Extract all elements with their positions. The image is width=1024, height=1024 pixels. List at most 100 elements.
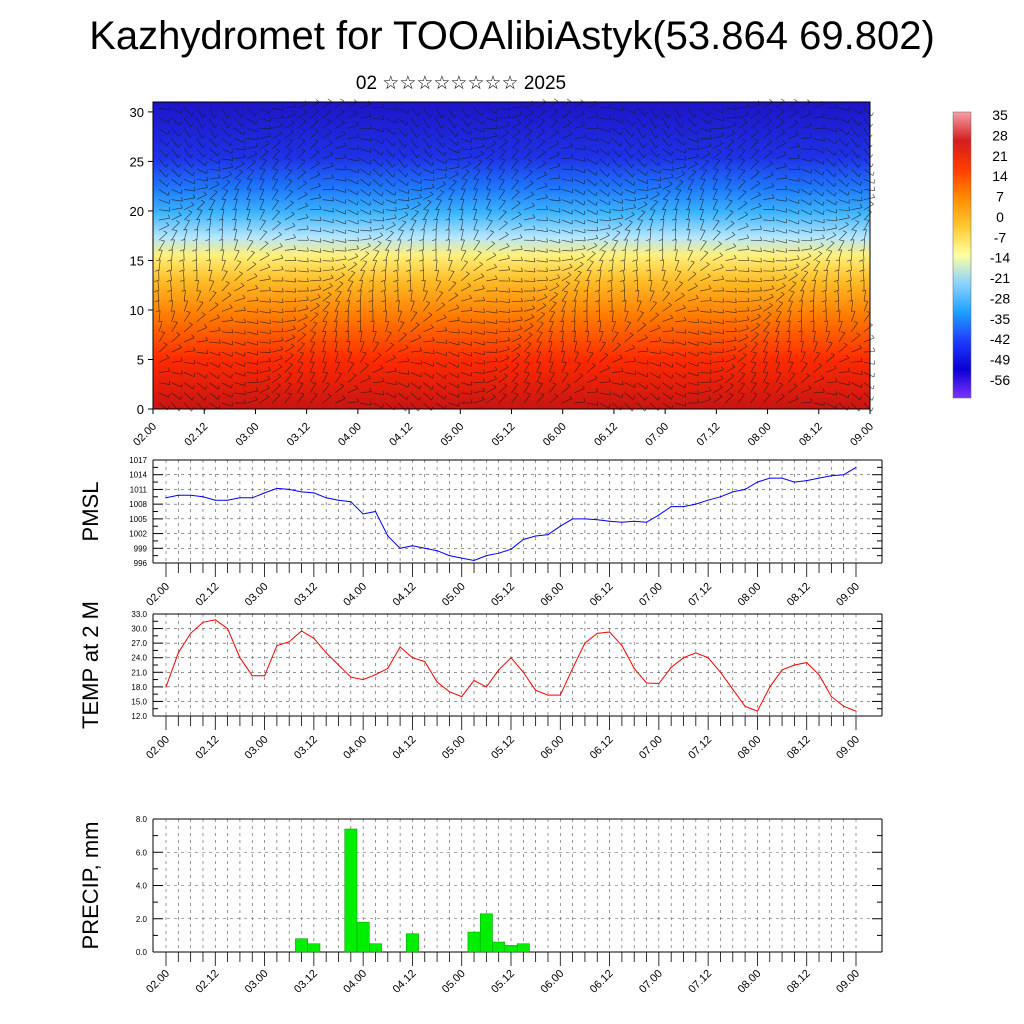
wind-barb-feather <box>165 354 170 358</box>
wind-barb <box>800 300 803 312</box>
wind-barb <box>662 330 674 333</box>
x-tick-label: 04.00 <box>341 581 369 609</box>
wind-barb <box>750 228 762 231</box>
wind-barb-feather <box>694 282 698 287</box>
wind-barb <box>574 341 578 353</box>
wind-barb <box>800 375 810 383</box>
wind-barb <box>284 159 292 170</box>
wind-barb <box>347 189 358 196</box>
wind-barb <box>234 351 245 357</box>
wind-barb-feather <box>620 130 623 135</box>
wind-barb-feather <box>381 269 386 272</box>
wind-barb <box>523 182 534 190</box>
wind-barb-feather <box>633 279 638 282</box>
wind-barb-feather <box>483 135 486 140</box>
data-point <box>682 657 685 659</box>
wind-barb <box>762 351 768 363</box>
wind-barb-feather <box>514 148 519 151</box>
wind-barb <box>775 250 787 253</box>
wind-barb <box>523 171 533 180</box>
wind-barb <box>158 310 161 322</box>
wind-barb <box>335 209 346 215</box>
wind-barb-feather <box>658 249 663 252</box>
wind-barb-feather <box>743 200 748 204</box>
wind-barb-feather <box>721 357 725 362</box>
wind-barb <box>158 107 170 111</box>
wind-barb <box>158 392 170 398</box>
data-point <box>227 499 229 501</box>
wind-barb <box>397 230 404 241</box>
wind-barb <box>272 357 283 363</box>
wind-barb <box>234 285 245 292</box>
wind-barb <box>385 138 394 147</box>
x-tick-label: 04.12 <box>391 734 419 762</box>
wind-barb-feather <box>316 171 321 175</box>
wind-barb <box>347 199 358 206</box>
wind-barb <box>183 290 186 302</box>
data-point <box>609 631 611 633</box>
wind-barb <box>637 290 640 302</box>
wind-barb <box>196 148 205 158</box>
wind-barb-feather <box>319 205 322 210</box>
wind-barb-feather <box>569 395 573 399</box>
wind-barb <box>612 224 623 231</box>
wind-barb-feather <box>643 154 647 158</box>
wind-barb <box>700 311 712 313</box>
wind-barb-feather <box>773 227 775 232</box>
wind-barb-feather <box>370 269 375 272</box>
wind-barb <box>460 273 470 282</box>
wind-barb <box>397 148 405 158</box>
wind-barb <box>234 321 246 323</box>
wind-barb <box>460 239 465 251</box>
wind-barb <box>347 401 359 404</box>
wind-barb-feather <box>274 158 279 161</box>
wind-barb-feather <box>653 199 658 203</box>
wind-barb <box>763 130 772 139</box>
wind-barb <box>234 310 246 312</box>
wind-barb <box>297 393 305 404</box>
wind-barb-feather <box>595 181 598 186</box>
wind-barb <box>485 209 492 221</box>
wind-barb-feather <box>722 339 725 344</box>
wind-barb <box>360 364 369 373</box>
wind-barb <box>624 189 636 194</box>
wind-barb <box>360 209 371 215</box>
wind-barb <box>423 201 432 210</box>
wind-barb <box>851 334 861 343</box>
colorbar-label: 28 <box>992 127 1008 143</box>
wind-barb <box>775 239 787 244</box>
wind-barb-feather <box>387 239 392 242</box>
wind-barb <box>536 296 548 302</box>
wind-barb <box>158 199 170 204</box>
wind-barb-feather <box>489 158 494 161</box>
wind-barb-feather <box>306 225 309 230</box>
wind-barb-feather <box>432 336 435 341</box>
wind-barb <box>788 168 800 171</box>
wind-barb <box>675 382 686 389</box>
wind-barb <box>196 168 207 175</box>
wind-barb-feather <box>735 308 737 313</box>
wind-barb <box>196 187 208 190</box>
wind-barb-feather <box>202 144 206 149</box>
wind-barb <box>712 160 721 170</box>
wind-barb <box>725 290 737 293</box>
wind-barb <box>523 353 531 363</box>
wind-barb <box>712 210 719 221</box>
wind-barb-feather <box>620 214 624 219</box>
wind-barb-feather <box>417 334 422 338</box>
wind-barb-feather <box>521 278 523 283</box>
wind-barb <box>574 229 586 234</box>
wind-barb-feather <box>281 336 284 341</box>
wind-barb-feather <box>394 214 397 219</box>
wind-barb <box>712 179 718 190</box>
wind-barb-feather <box>253 150 258 155</box>
wind-barb <box>171 199 183 202</box>
wind-barb-feather <box>330 162 334 167</box>
colorbar-label: -49 <box>990 352 1010 368</box>
wind-barb <box>725 124 737 129</box>
wind-barb <box>524 228 536 231</box>
wind-barb <box>775 372 782 383</box>
wind-barb <box>624 107 635 114</box>
data-point <box>559 694 561 696</box>
wind-barb <box>851 392 861 400</box>
